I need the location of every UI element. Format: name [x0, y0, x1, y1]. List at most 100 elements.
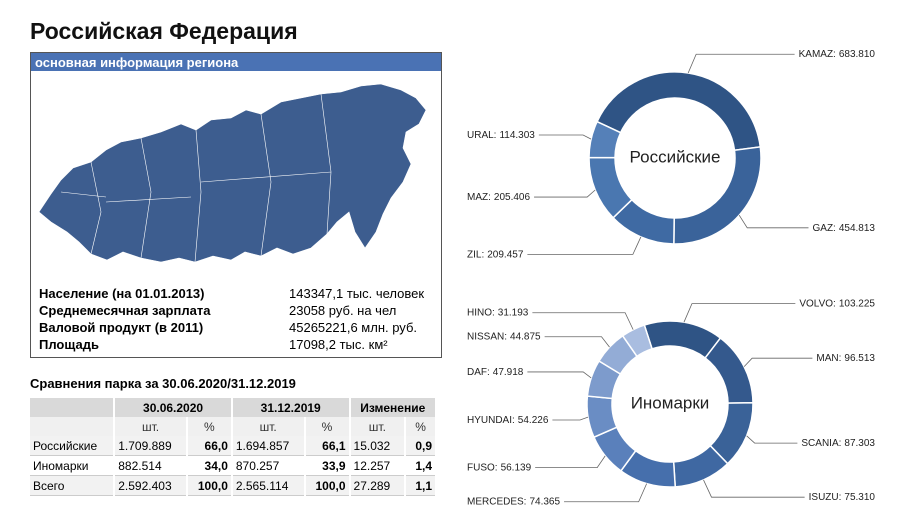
cell: 66,1 [304, 436, 351, 456]
subheader: % [304, 417, 351, 436]
segment-label: KAMAZ: 683.810 [799, 49, 876, 60]
label-name: DAF: [467, 367, 490, 378]
label-name: VOLVO: [799, 298, 836, 309]
leader-line [687, 53, 795, 74]
cell: 33,9 [304, 455, 351, 476]
stat-label: Площадь [39, 337, 99, 352]
segment-label: DAF: 47.918 [467, 367, 524, 378]
segment-label: URAL: 114.303 [467, 130, 535, 141]
label-name: HYUNDAI: [467, 415, 515, 426]
stat-value: 45265221,6 млн. руб. [289, 320, 418, 335]
donut-segment [704, 336, 754, 404]
table-row: Российские 1.709.889 66,0 1.694.857 66,1 15.0… [30, 436, 437, 456]
panel-title: основная информация региона [31, 53, 441, 71]
segment-label: MAZ: 205.406 [467, 192, 530, 203]
cell: 27.289 [349, 475, 407, 496]
label-value: 454.813 [839, 222, 876, 233]
cell: 2.565.114 [231, 475, 306, 496]
leader-line [552, 416, 589, 421]
segment-label: ZIL: 209.457 [467, 249, 524, 260]
leader-line [703, 479, 805, 498]
group-header-row: 30.06.2020 31.12.2019 Изменение [30, 398, 438, 417]
leader-line [746, 435, 798, 444]
header-cell [30, 398, 116, 417]
cell: 1,1 [405, 475, 437, 496]
donut-segment [621, 324, 654, 358]
label-name: ZIL: [467, 249, 484, 260]
stat-label: Валовой продукт (в 2011) [39, 320, 204, 335]
page-title: Российская Федерация [30, 18, 298, 44]
stat-row: Валовой продукт (в 2011) 45265221,6 млн. … [39, 319, 424, 336]
label-name: FUSO: [467, 462, 498, 473]
subheader: % [186, 417, 233, 436]
label-name: SCANIA: [801, 438, 841, 449]
label-name: MAZ: [467, 192, 491, 203]
comparison-title: Сравнения парка за 30.06.2020/31.12.2019 [30, 376, 296, 391]
label-name: NISSAN: [467, 331, 507, 342]
region-panel: основная информация региона Население (н… [30, 52, 442, 358]
row-label: Иномарки [30, 455, 116, 476]
label-value: 56.139 [501, 462, 532, 473]
cell: 1.709.889 [114, 436, 188, 456]
label-value: 103.225 [839, 298, 876, 309]
leader-line [683, 303, 796, 323]
leader-line [534, 189, 596, 198]
leader-line [743, 357, 813, 367]
russia-map [38, 83, 427, 263]
map [38, 83, 427, 263]
group-header: Изменение [349, 398, 438, 417]
label-value: 74.365 [529, 496, 560, 507]
label-name: GAZ: [813, 222, 836, 233]
donut-title: Иномарки [631, 393, 710, 412]
subheader: шт. [231, 417, 306, 436]
cell: 1,4 [405, 455, 437, 476]
stat-value: 17098,2 тыс. км² [289, 337, 388, 352]
label-value: 205.406 [494, 192, 531, 203]
label-value: 114.303 [499, 130, 535, 141]
segment-label: ISUZU: 75.310 [809, 492, 876, 503]
label-name: URAL: [467, 130, 496, 141]
cell: 100,0 [304, 475, 351, 496]
group-header: 31.12.2019 [231, 398, 351, 417]
cell: 100,0 [186, 475, 233, 496]
label-value: 96.513 [844, 353, 875, 364]
leader-line [538, 134, 592, 140]
stat-value: 23058 руб. на чел [289, 303, 397, 318]
cell: 2.592.403 [114, 475, 188, 496]
label-value: 683.810 [839, 49, 876, 60]
label-name: MAN: [816, 353, 841, 364]
cell: 1.694.857 [231, 436, 306, 456]
cell: 882.514 [114, 455, 188, 476]
label-value: 44.875 [510, 331, 541, 342]
subheader-row: шт.% шт.% шт.% [30, 417, 437, 436]
stat-row: Население (на 01.01.2013) 143347,1 тыс. ч… [39, 285, 424, 302]
stat-label: Среднемесячная зарплата [39, 303, 211, 318]
leader-line [527, 371, 592, 379]
donut-segment [588, 120, 622, 159]
segment-label: SCANIA: 87.303 [801, 438, 875, 449]
row-label: Российские [30, 436, 116, 456]
segment-label: GAZ: 454.813 [813, 222, 876, 233]
header-cell [30, 417, 116, 436]
cell: 15.032 [349, 436, 407, 456]
label-name: HINO: [467, 307, 495, 318]
leader-line [564, 483, 648, 503]
group-header: 30.06.2020 [114, 398, 233, 417]
donut-segment [596, 71, 762, 152]
cell: 12.257 [349, 455, 407, 476]
leader-line [532, 312, 634, 330]
segment-label: HYUNDAI: 54.226 [467, 415, 549, 426]
donut-title: Российские [630, 147, 721, 166]
comparison-table: 30.06.2020 31.12.2019 Изменение шт.% шт.% шт.… [30, 398, 438, 496]
table-row: Иномарки 882.514 34,0 870.257 33,9 12.257 1,4 [30, 455, 437, 476]
label-value: 54.226 [518, 415, 549, 426]
label-name: ISUZU: [809, 492, 842, 503]
subheader: % [405, 417, 437, 436]
label-value: 209.457 [487, 249, 524, 260]
label-value: 75.310 [844, 492, 875, 503]
subheader: шт. [114, 417, 188, 436]
stat-value: 143347,1 тыс. человек [289, 286, 425, 301]
leader-line [527, 236, 642, 255]
